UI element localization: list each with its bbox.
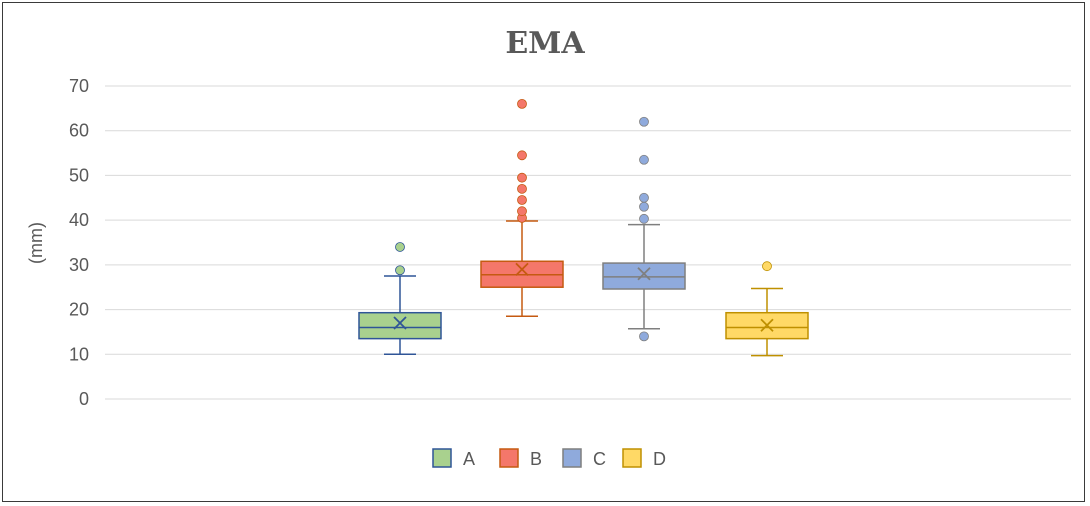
- outlier-point: [517, 172, 527, 183]
- outlier-point: [762, 261, 772, 272]
- mean-marker: [760, 318, 774, 332]
- legend-swatch: [562, 448, 582, 468]
- y-tick-label: 30: [69, 255, 89, 275]
- box-D: [725, 261, 809, 357]
- box-B: [480, 98, 564, 318]
- outlier-point: [639, 213, 649, 224]
- outlier-point: [517, 195, 527, 205]
- legend-label: C: [593, 449, 606, 469]
- y-tick-label: 20: [69, 300, 89, 320]
- y-tick-label: 10: [69, 344, 89, 364]
- chart-title: EMA: [505, 26, 585, 61]
- y-tick-labels: 0 10 20 30 40 50 60 70: [69, 76, 89, 409]
- chart-svg: EMA (mm) 0 10 20 30 40 50 60 70 A B C D: [26, 26, 1071, 469]
- box-plots: [358, 98, 809, 357]
- outlier-point: [517, 183, 527, 194]
- legend-label: B: [530, 449, 542, 469]
- mean-marker: [637, 267, 651, 281]
- y-tick-label: 70: [69, 76, 89, 96]
- outlier-point: [517, 206, 527, 217]
- box-A: [358, 242, 442, 356]
- outlier-point: [639, 201, 649, 212]
- outlier-point: [639, 331, 649, 342]
- y-axis-label: (mm): [26, 222, 46, 264]
- y-tick-label: 40: [69, 210, 89, 230]
- outlier-point: [517, 98, 527, 109]
- legend-swatch: [499, 448, 519, 468]
- mean-marker: [393, 316, 407, 330]
- outlier-point: [517, 150, 527, 161]
- box-C: [602, 116, 686, 342]
- outlier-point: [395, 265, 405, 276]
- box-iqr: [358, 311, 442, 340]
- legend-item-C: C: [562, 448, 606, 469]
- box-iqr: [602, 262, 686, 290]
- legend-label: A: [463, 449, 475, 469]
- legend-item-A: A: [432, 448, 475, 469]
- outlier-point: [639, 192, 649, 203]
- y-tick-label: 0: [79, 389, 89, 409]
- gridlines: [105, 85, 1071, 400]
- mean-marker: [515, 262, 529, 276]
- legend-label: D: [653, 449, 666, 469]
- legend-item-D: D: [622, 448, 666, 469]
- legend-swatch: [432, 448, 452, 468]
- legend-swatch: [622, 448, 642, 468]
- outlier-point: [639, 116, 649, 127]
- legend: A B C D: [432, 448, 666, 469]
- y-tick-label: 60: [69, 121, 89, 141]
- outlier-point: [639, 154, 649, 165]
- legend-item-B: B: [499, 448, 542, 469]
- outlier-point: [395, 242, 405, 252]
- y-tick-label: 50: [69, 165, 89, 185]
